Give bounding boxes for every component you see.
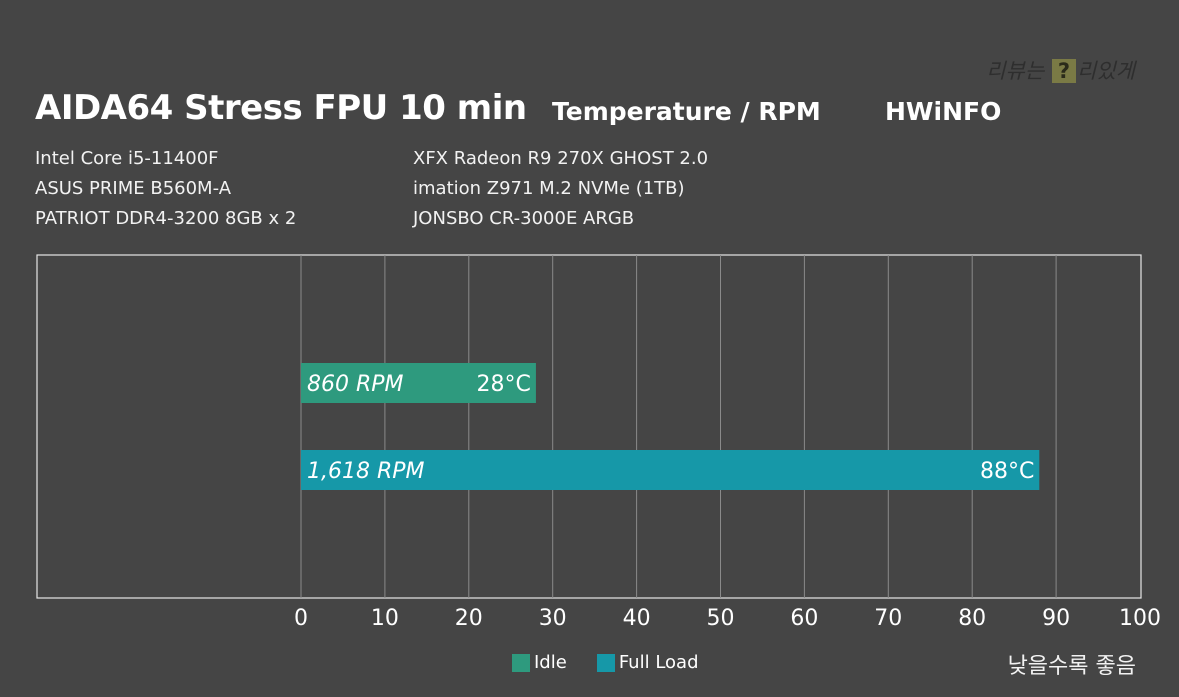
legend-label-idle: Idle [534,652,567,673]
data-source-label: HWiNFO [885,97,1002,126]
x-tick-label: 0 [294,606,308,631]
x-tick-label: 90 [1042,606,1070,631]
x-tick-label: 50 [707,606,735,631]
plot-frame [36,254,1142,599]
x-tick-label: 60 [790,606,818,631]
spec-motherboard: ASUS PRIME B560M-A [35,178,232,199]
bar-full-load [301,450,1040,490]
x-tick-label: 30 [539,606,567,631]
x-tick-label: 10 [371,606,399,631]
spec-storage: imation Z971 M.2 NVMe (1TB) [413,178,685,199]
watermark-logo: 리뷰는 ? 리있게 [986,55,1135,85]
spec-cpu: Intel Core i5-11400F [35,148,219,169]
legend-swatch-full-load [596,653,615,672]
legend-swatch-idle [512,653,530,672]
value-label-full-load: 88°C [980,459,1034,484]
bars: 860 RPM 28°C 1,618 RPM 88°C [301,363,1040,490]
watermark-text-after: 리있게 [1077,59,1135,83]
rpm-label-idle: 860 RPM [307,372,404,397]
legend-item-full-load: Full Load [596,652,699,673]
value-label-idle: 28°C [477,372,531,397]
bar-idle [301,363,536,403]
x-tick-label: 40 [623,606,651,631]
rpm-label-full-load: 1,618 RPM [307,459,425,484]
legend-label-full-load: Full Load [618,652,699,673]
watermark-question-mark: ? [1051,59,1077,83]
watermark-text-before: 리뷰는 [986,59,1051,83]
lower-is-better-note: 낮을수록 좋음 [1007,654,1136,679]
x-tick-label: 100 [1119,606,1161,631]
x-tick-label: 70 [874,606,902,631]
spec-cooler: JONSBO CR-3000E ARGB [413,208,635,229]
chart-title: AIDA64 Stress FPU 10 min [35,88,527,128]
spec-memory: PATRIOT DDR4-3200 8GB x 2 [35,208,297,229]
chart-subtitle: Temperature / RPM [552,97,821,126]
grid-lines [300,255,1057,598]
legend-item-idle: Idle [512,652,567,673]
x-tick-label: 80 [958,606,986,631]
x-tick-label: 20 [455,606,483,631]
legend: Idle Full Load [512,652,729,673]
x-axis-ticks: 0 10 20 30 40 50 60 70 80 90 100 [294,606,1161,631]
spec-gpu: XFX Radeon R9 270X GHOST 2.0 [413,148,709,169]
